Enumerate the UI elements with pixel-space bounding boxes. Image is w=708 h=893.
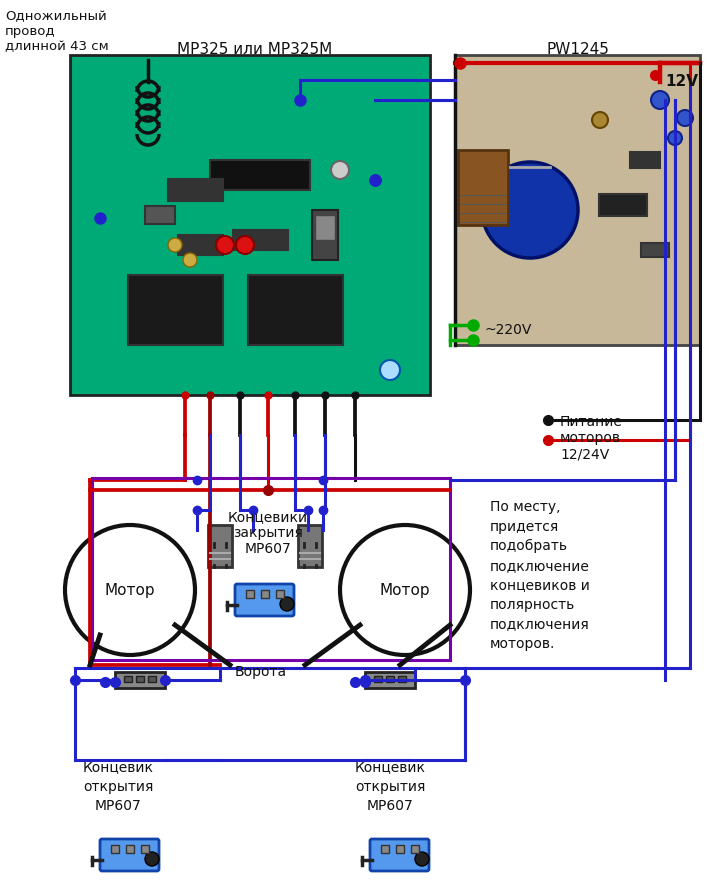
Text: Питание
моторов
12/24V: Питание моторов 12/24V xyxy=(560,415,623,462)
Circle shape xyxy=(183,253,197,267)
Text: Однoжильный
провод
длинной 43 см: Однoжильный провод длинной 43 см xyxy=(5,10,109,53)
Text: Мотор: Мотор xyxy=(105,582,155,597)
Bar xyxy=(599,194,647,216)
Circle shape xyxy=(65,525,195,655)
Bar xyxy=(136,676,144,682)
Bar xyxy=(312,210,338,260)
Text: Ворота: Ворота xyxy=(235,665,287,679)
Circle shape xyxy=(677,110,693,126)
Bar xyxy=(115,672,165,688)
FancyBboxPatch shape xyxy=(100,839,159,871)
Circle shape xyxy=(592,112,608,128)
Bar xyxy=(630,152,660,168)
Text: Мотор: Мотор xyxy=(379,582,430,597)
Bar xyxy=(396,845,404,853)
Bar xyxy=(141,845,149,853)
Circle shape xyxy=(340,525,470,655)
Bar xyxy=(70,55,430,395)
Circle shape xyxy=(668,131,682,145)
Bar xyxy=(381,845,389,853)
Bar xyxy=(232,230,287,250)
Bar xyxy=(126,845,134,853)
Bar xyxy=(641,243,669,257)
Bar xyxy=(298,525,322,567)
Bar xyxy=(246,590,254,598)
Circle shape xyxy=(482,162,578,258)
Bar xyxy=(145,206,175,224)
Bar xyxy=(411,845,419,853)
Text: По месту,
придется
подобрать
подключение
концевиков и
полярность
подключения
мот: По месту, придется подобрать подключение… xyxy=(490,500,590,651)
Circle shape xyxy=(380,360,400,380)
Bar xyxy=(111,845,119,853)
Text: Концевик
открытия
MP607: Концевик открытия MP607 xyxy=(355,760,426,813)
Bar xyxy=(398,676,406,682)
Circle shape xyxy=(236,236,254,254)
FancyBboxPatch shape xyxy=(370,839,429,871)
Bar xyxy=(365,672,415,688)
Bar xyxy=(248,275,343,345)
Circle shape xyxy=(216,236,234,254)
Text: Концевики
закрытия
MP607: Концевики закрытия MP607 xyxy=(228,510,308,556)
Text: 12V: 12V xyxy=(665,74,698,89)
Bar xyxy=(208,525,232,567)
Circle shape xyxy=(168,238,182,252)
Bar xyxy=(455,55,700,345)
Circle shape xyxy=(415,852,429,866)
Bar xyxy=(261,590,269,598)
Bar xyxy=(168,179,222,201)
Bar xyxy=(315,215,335,240)
Circle shape xyxy=(280,597,294,611)
Text: Концевик
открытия
MP607: Концевик открытия MP607 xyxy=(83,760,154,813)
Circle shape xyxy=(331,161,349,179)
Text: MP325 или MP325M: MP325 или MP325M xyxy=(178,42,333,57)
Bar xyxy=(210,160,310,190)
Bar xyxy=(127,275,222,345)
Text: ~220V: ~220V xyxy=(485,323,532,337)
FancyBboxPatch shape xyxy=(235,584,294,616)
Text: PW1245: PW1245 xyxy=(547,42,610,57)
Bar xyxy=(178,235,222,255)
Circle shape xyxy=(651,91,669,109)
Bar xyxy=(124,676,132,682)
Bar xyxy=(148,676,156,682)
Bar xyxy=(386,676,394,682)
Bar xyxy=(276,590,284,598)
Bar xyxy=(458,150,508,225)
Circle shape xyxy=(145,852,159,866)
Bar xyxy=(374,676,382,682)
